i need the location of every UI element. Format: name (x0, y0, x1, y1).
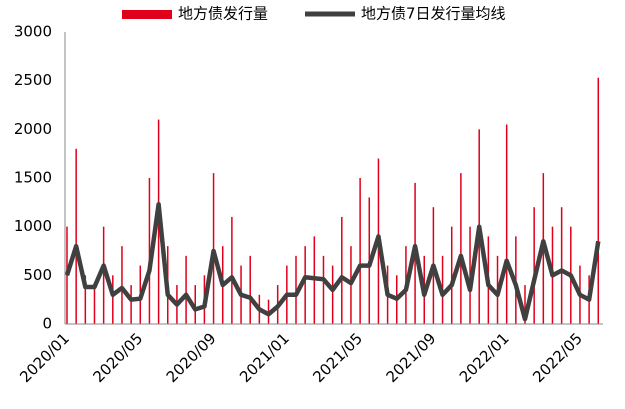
bar (148, 178, 151, 324)
x-tick-label: 2020/09 (163, 329, 220, 386)
bar (102, 226, 105, 324)
bar (597, 77, 600, 324)
bar (194, 285, 196, 324)
x-tick-label: 2022/05 (529, 329, 586, 386)
bar (212, 173, 215, 324)
x-tick-label: 2021/09 (383, 329, 440, 386)
bar (93, 285, 96, 324)
bar (450, 226, 453, 324)
bar (322, 255, 325, 324)
bar (505, 124, 508, 324)
x-tick-label: 2021/05 (309, 329, 366, 386)
bar (249, 255, 251, 324)
bar (304, 246, 306, 324)
bar (359, 178, 361, 324)
bar (121, 246, 123, 324)
bar (331, 265, 334, 324)
bar (231, 216, 233, 324)
bar (460, 173, 462, 324)
x-tick-label: 2022/01 (456, 329, 513, 386)
bar (130, 285, 132, 324)
line (64, 202, 601, 322)
bar (560, 207, 563, 324)
bar (524, 285, 526, 324)
bar (295, 255, 297, 324)
bar (341, 216, 343, 324)
x-tick-label: 2021/01 (236, 329, 293, 386)
x-tick-label: 2020/01 (16, 329, 73, 386)
legend-label: 地方债发行量 (178, 5, 268, 23)
y-tick-label: 1500 (14, 169, 52, 187)
y-tick-label: 2500 (14, 71, 52, 89)
y-tick-label: 2000 (14, 120, 52, 138)
y-tick-label: 500 (23, 266, 52, 284)
legend-swatch (122, 10, 172, 19)
bar (112, 275, 114, 324)
y-tick-label: 0 (42, 315, 52, 333)
legend-label: 地方债7日发行量均线 (361, 5, 506, 23)
x-tick-label: 2020/05 (89, 329, 146, 386)
bar (185, 255, 187, 324)
y-tick-label: 3000 (14, 23, 52, 41)
bar (84, 275, 87, 324)
bar (533, 207, 535, 324)
y-tick-label: 1000 (14, 217, 52, 235)
bar (75, 148, 77, 324)
